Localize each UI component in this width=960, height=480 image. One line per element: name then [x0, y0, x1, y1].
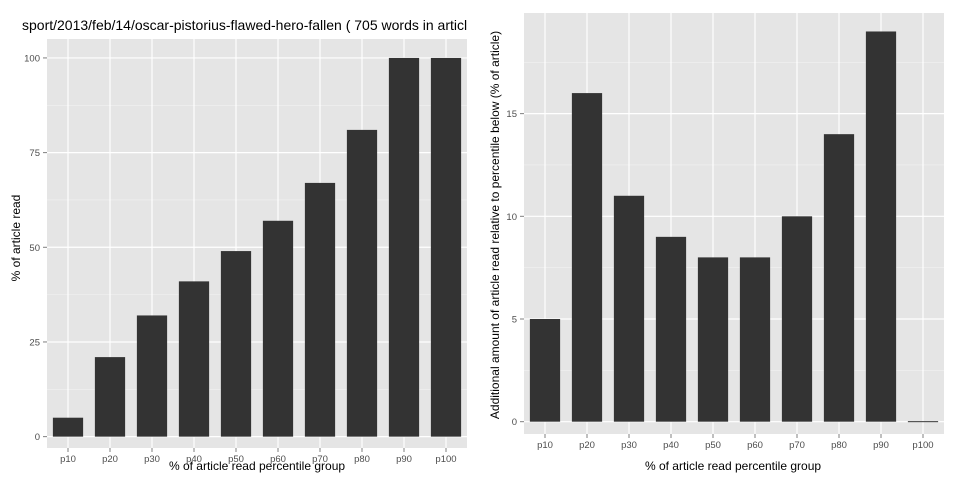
left-bar-p30 — [136, 315, 168, 437]
left-x-tick-label: p50 — [228, 454, 244, 465]
left-y-tick-label: 100 — [24, 53, 40, 64]
right-x-tick-label: p20 — [579, 440, 595, 451]
right-x-tick-label: p100 — [912, 440, 933, 451]
left-y-tick-label: 25 — [29, 337, 40, 348]
left-y-tick-label: 0 — [35, 432, 40, 443]
left-y-tick-label: 50 — [29, 243, 40, 254]
right-bar-p100 — [907, 421, 939, 423]
left-bar-p100 — [430, 57, 462, 437]
right-y-tick-label: 15 — [506, 109, 517, 120]
left-bar-p90 — [388, 57, 420, 437]
left-x-tick-label: p40 — [186, 454, 202, 465]
right-bar-p90 — [865, 31, 897, 422]
right-x-tick-label: p70 — [789, 440, 805, 451]
left-bar-p20 — [94, 357, 126, 437]
right-bar-p70 — [781, 216, 813, 422]
left-x-tick-label: p80 — [354, 454, 370, 465]
left-y-axis-title: % of article read — [9, 195, 23, 282]
left-chart-panel: 0 25 50 75 100 p10 p20 p30 p40 p50 p60 p70 p80 p90 p10… — [24, 39, 467, 465]
right-x-tick-label: p90 — [873, 440, 889, 451]
left-bar-p10 — [52, 417, 84, 437]
left-bar-p60 — [262, 220, 294, 437]
left-x-tick-label: p10 — [60, 454, 76, 465]
left-bar-p50 — [220, 251, 252, 437]
left-x-axis-title: % of article read percentile group — [169, 459, 345, 473]
right-bar-p20 — [571, 93, 603, 422]
right-bar-p40 — [655, 236, 687, 422]
right-x-tick-label: p10 — [537, 440, 553, 451]
right-y-axis-title: Additional amount of article read relati… — [488, 31, 502, 419]
right-bar-p30 — [613, 195, 645, 422]
right-bar-p60 — [739, 257, 771, 422]
right-x-axis-title: % of article read percentile group — [645, 459, 821, 473]
left-y-tick-label: 75 — [29, 148, 40, 159]
right-y-tick-label: 10 — [506, 212, 517, 223]
right-x-tick-label: p50 — [705, 440, 721, 451]
left-x-tick-label: p30 — [144, 454, 160, 465]
right-bar-p80 — [823, 134, 855, 422]
right-bar-p50 — [697, 257, 729, 422]
left-x-tick-label: p20 — [102, 454, 118, 465]
left-bar-p70 — [304, 182, 336, 437]
left-x-tick-label: p100 — [435, 454, 456, 465]
left-x-tick-label: p60 — [270, 454, 286, 465]
right-x-tick-label: p40 — [663, 440, 679, 451]
right-x-tick-label: p80 — [831, 440, 847, 451]
chart-title: sport/2013/feb/14/oscar-pistorius-flawed… — [22, 17, 467, 33]
left-x-tick-label: p90 — [396, 454, 412, 465]
right-x-tick-label: p60 — [747, 440, 763, 451]
right-bar-p10 — [529, 318, 561, 422]
right-x-tick-label: p30 — [621, 440, 637, 451]
right-y-tick-label: 5 — [512, 314, 517, 325]
left-bar-p40 — [178, 281, 210, 437]
left-bar-p80 — [346, 129, 378, 437]
left-x-tick-label: p70 — [312, 454, 328, 465]
right-y-tick-label: 0 — [512, 417, 517, 428]
right-chart-panel: 0 5 10 15 p10 p20 p30 p40 p50 p60 p70 p80 p90 p100 — [506, 13, 944, 451]
